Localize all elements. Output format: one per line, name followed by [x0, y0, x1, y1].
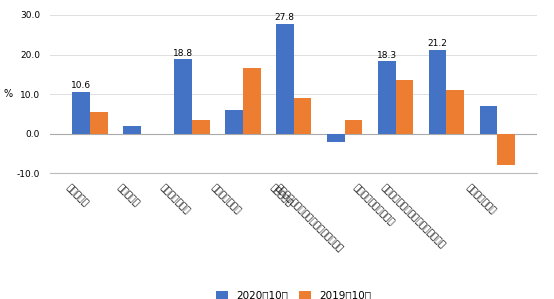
Bar [480, 106, 497, 134]
Bar [192, 120, 209, 134]
Bar [225, 110, 243, 134]
Bar [174, 59, 192, 134]
Bar [327, 134, 345, 142]
Bar [429, 50, 447, 134]
Text: 27.8: 27.8 [275, 13, 295, 22]
Bar [276, 24, 294, 134]
Bar [345, 120, 362, 134]
Bar [497, 134, 515, 166]
Bar [243, 68, 260, 134]
Bar [123, 126, 141, 134]
Text: 18.8: 18.8 [173, 49, 193, 58]
Text: 10.6: 10.6 [71, 81, 91, 90]
Legend: 2020年10月, 2019年10月: 2020年10月, 2019年10月 [212, 286, 376, 299]
Bar [447, 90, 464, 134]
Bar [396, 80, 413, 134]
Bar [378, 61, 396, 134]
Bar [294, 98, 311, 134]
Bar [90, 112, 107, 134]
Y-axis label: %: % [4, 89, 13, 99]
Text: 21.2: 21.2 [428, 39, 448, 48]
Bar [72, 92, 90, 134]
Text: 18.3: 18.3 [377, 51, 397, 60]
